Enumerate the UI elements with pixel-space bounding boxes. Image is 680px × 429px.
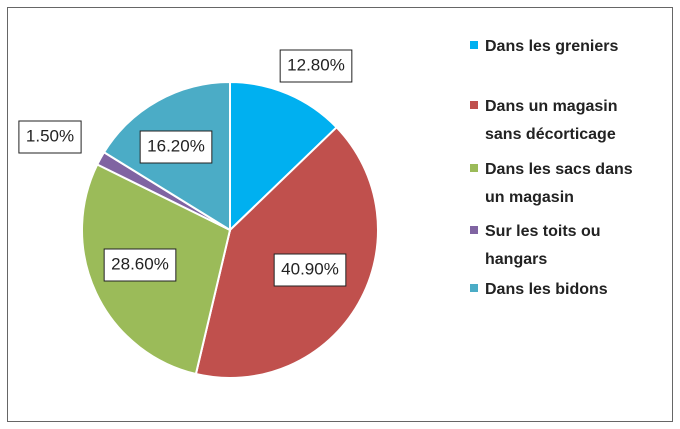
legend-swatch <box>470 100 478 109</box>
legend-swatch <box>470 283 478 292</box>
legend-item: Dans les sacs dans un magasin <box>470 156 670 212</box>
legend-swatch <box>470 163 478 172</box>
legend-label: Dans les greniers <box>485 38 619 55</box>
pie-slice <box>229 80 339 233</box>
legend-swatch <box>470 225 478 234</box>
pie-slice <box>194 125 379 379</box>
legend-item: Sur les toits ou hangars <box>470 218 670 274</box>
legend-swatch <box>470 40 478 49</box>
data-label: 40.90% <box>281 259 339 278</box>
legend-label: Dans un magasin sans décorticage <box>485 98 618 143</box>
legend-item: Dans les greniers <box>470 33 670 61</box>
data-label-box <box>18 120 82 154</box>
data-label-box <box>279 49 353 83</box>
data-label: 1.50% <box>26 126 74 145</box>
legend-label: Sur les toits ou hangars <box>485 223 601 268</box>
legend-item: Dans les bidons <box>470 276 670 304</box>
legend-item: Dans un magasin sans décorticage <box>470 93 670 149</box>
legend-label: Dans les bidons <box>485 281 608 298</box>
data-label-box <box>273 253 347 287</box>
chart-frame <box>7 7 673 422</box>
data-label-box <box>139 130 213 164</box>
data-label: 12.80% <box>287 55 345 74</box>
data-label: 28.60% <box>111 254 169 273</box>
data-label-box <box>103 248 177 282</box>
legend-label: Dans les sacs dans un magasin <box>485 161 633 206</box>
data-label: 16.20% <box>147 136 205 155</box>
